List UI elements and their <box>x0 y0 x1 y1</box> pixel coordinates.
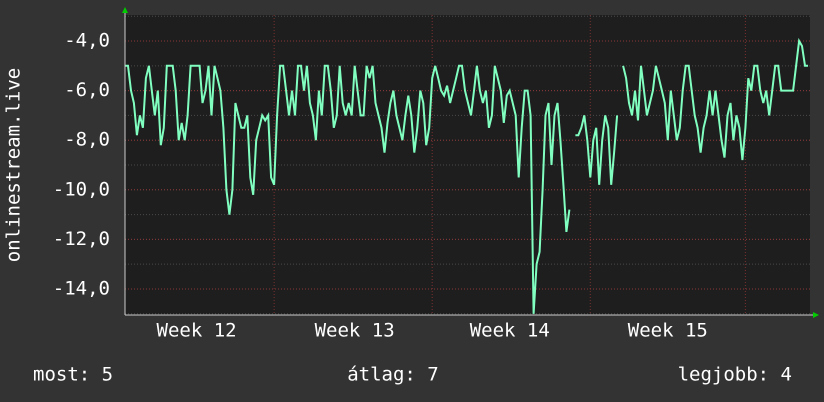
footer-current: most: 5 <box>33 364 113 386</box>
x-tick-label: Week 14 <box>470 320 550 342</box>
marks <box>125 37 808 314</box>
y-arrow <box>122 7 128 13</box>
footer-average: átlag: 7 <box>347 364 439 386</box>
y-tick-label: -8,0 <box>64 129 110 151</box>
x-tick-label: Week 13 <box>315 320 395 342</box>
grid <box>125 15 810 315</box>
y-tick-label: -12,0 <box>53 228 110 250</box>
x-arrow <box>813 312 819 318</box>
y-tick-label: -4,0 <box>64 30 110 52</box>
y-axis-label: onlinestream.live <box>3 68 25 262</box>
series-line <box>125 37 808 314</box>
footer-best: legjobb: 4 <box>678 364 792 386</box>
y-tick-label: -6,0 <box>64 79 110 101</box>
y-tick-label: -14,0 <box>53 277 110 299</box>
y-tick-label: -10,0 <box>53 178 110 200</box>
x-tick-label: Week 15 <box>628 320 708 342</box>
x-tick-label: Week 12 <box>157 320 237 342</box>
